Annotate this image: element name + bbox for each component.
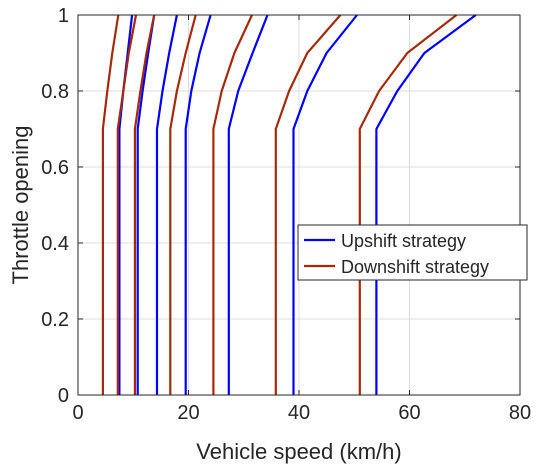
shift-curve [292,14,358,395]
x-tick-label: 60 [398,402,420,424]
shift-curve [358,14,458,395]
x-axis-label: Vehicle speed (km/h) [196,439,401,464]
shift-curve [227,14,269,395]
x-tick-label: 40 [288,402,310,424]
shift-curve [116,14,138,395]
series-downshift [101,14,458,395]
series-lines [101,14,477,395]
shift-curve [155,14,178,395]
shift-curve [375,14,477,395]
shift-curve [136,14,156,395]
shift-curve [184,14,212,395]
y-tick-label: 1 [58,5,69,27]
legend: Upshift strategy Downshift strategy [297,224,528,281]
y-axis-label: Throttle opening [8,126,33,285]
x-tick-label: 0 [72,402,83,424]
y-tick-label: 0.2 [41,309,69,331]
legend-label-downshift: Downshift strategy [341,257,489,277]
shift-curve [274,14,342,395]
x-tick-label: 20 [177,402,199,424]
shift-curve [169,14,197,395]
shift-curve [133,14,156,395]
y-tick-label: 0.6 [41,157,69,179]
series-upshift [118,14,477,395]
tick-labels: 0 20 40 60 80 0 0.2 0.4 0.6 0.8 1 [41,5,531,424]
shift-curve [212,14,253,395]
legend-label-upshift: Upshift strategy [341,231,466,251]
y-tick-label: 0.8 [41,81,69,103]
y-tick-label: 0 [58,385,69,407]
x-tick-label: 80 [509,402,531,424]
shift-curve [101,14,120,395]
y-tick-label: 0.4 [41,233,69,255]
legend-box [297,224,528,281]
